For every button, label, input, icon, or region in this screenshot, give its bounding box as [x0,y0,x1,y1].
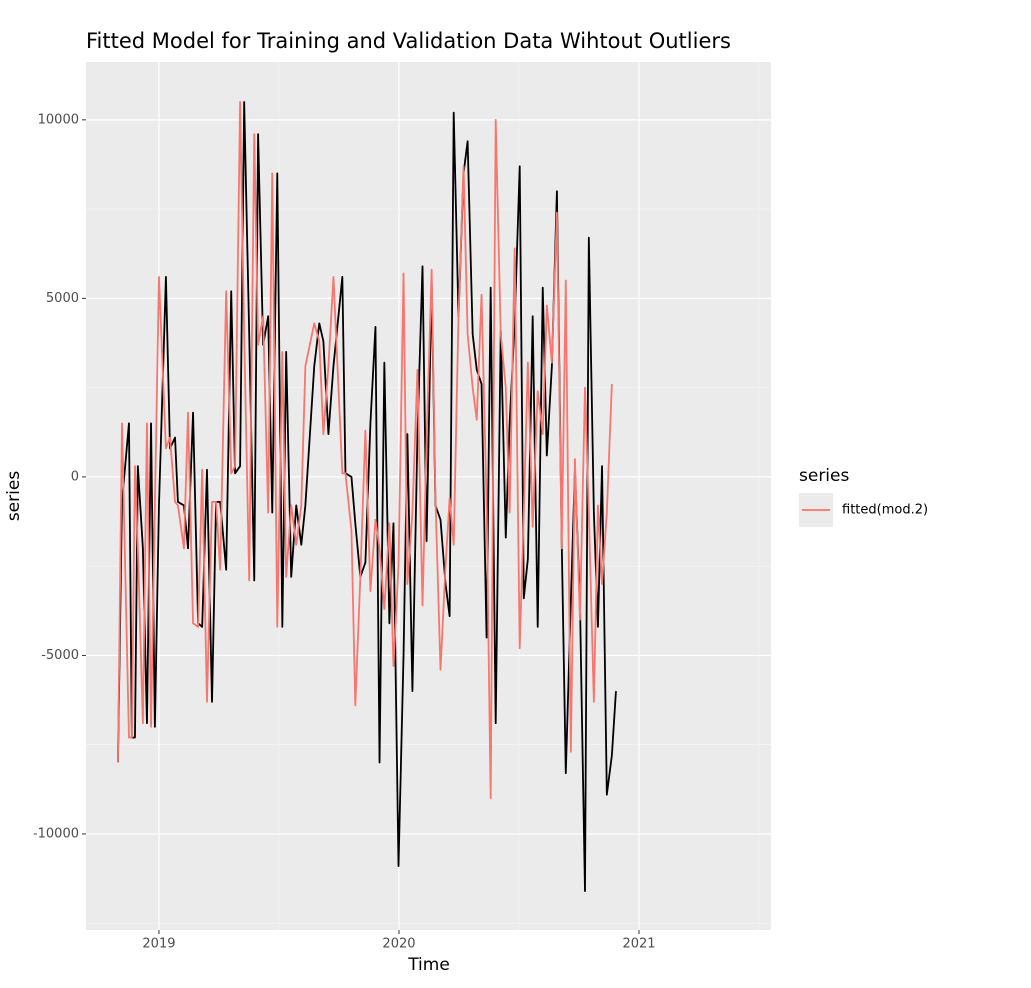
plot-panel [86,62,771,930]
legend-label: fitted(mod.2) [842,503,928,518]
y-tick-label: 10000 [38,112,79,127]
chart-title: Fitted Model for Training and Validation… [86,29,731,53]
x-axis-title: Time [407,955,450,975]
x-tick-label: 2019 [142,937,175,952]
x-tick-label: 2020 [382,937,415,952]
series-line [117,101,617,892]
y-tick-label: -10000 [33,826,79,841]
x-tick-label: 2021 [622,937,655,952]
legend-title: series [799,466,849,486]
y-axis-title: series [4,471,24,521]
y-tick-label: 0 [71,469,79,484]
y-tick-label: 5000 [46,291,79,306]
series-line [117,101,613,800]
y-tick-label: -5000 [41,648,79,663]
